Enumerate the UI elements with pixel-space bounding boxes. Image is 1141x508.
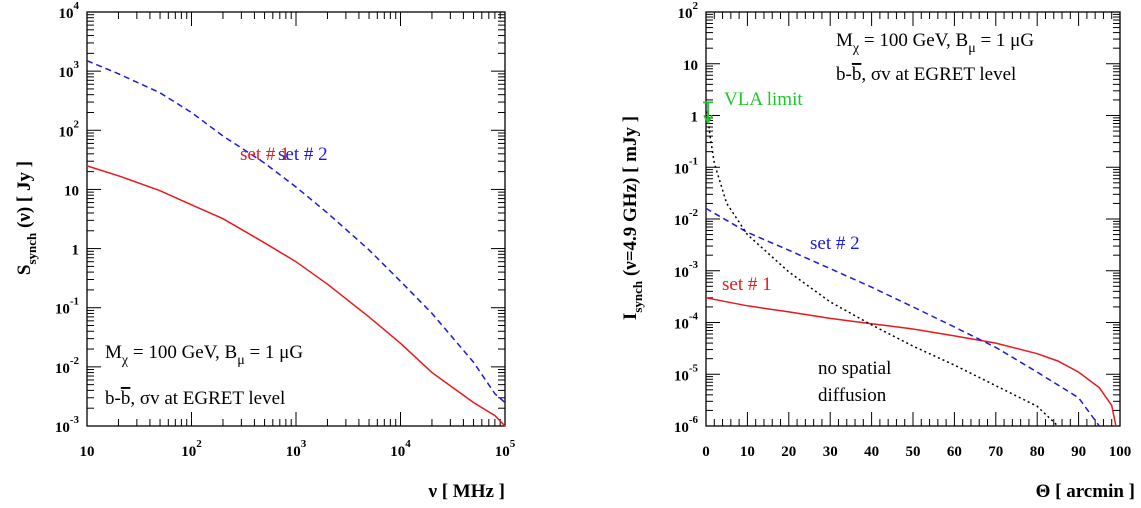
left-y-tick-label: 10-3 bbox=[55, 414, 80, 436]
left-chart-panel: 10 102 103 104 105 10-3 10-2 10-1 1 10 102 103 104 ν… bbox=[14, 0, 516, 502]
right-series-set1-line bbox=[705, 297, 1117, 427]
right-y-tick-label: 10-3 bbox=[674, 259, 699, 281]
left-x-tick-label: 10 bbox=[80, 444, 95, 460]
left-axis-ticks: 10 102 103 104 105 10-3 10-2 10-1 1 10 102 103 104 bbox=[55, 0, 516, 460]
right-chart-panel: 0 10 20 30 40 50 60 70 80 90 100 10-6 10-5 10-4 10-3 10… bbox=[620, 0, 1135, 502]
right-x-tick-label: 0 bbox=[702, 444, 710, 460]
left-y-tick-label: 102 bbox=[59, 118, 80, 140]
right-y-tick-label: 10-2 bbox=[674, 207, 699, 229]
right-y-tick-label: 10-5 bbox=[674, 362, 699, 384]
left-y-tick-label: 103 bbox=[59, 59, 80, 81]
left-y-tick-label: 1 bbox=[72, 243, 80, 259]
left-label-set2: set # 2 bbox=[278, 144, 328, 165]
right-annotation-channel: b-b, σv at EGRET level bbox=[836, 64, 1016, 85]
right-x-tick-label: 30 bbox=[823, 444, 838, 460]
right-x-tick-label: 50 bbox=[906, 444, 921, 460]
right-series-set2-line bbox=[705, 207, 1100, 427]
right-y-tick-label: 10-1 bbox=[674, 155, 698, 177]
right-x-tick-label: 40 bbox=[864, 444, 879, 460]
left-x-tick-label: 103 bbox=[286, 438, 307, 460]
right-y-tick-label: 10 bbox=[683, 58, 698, 74]
right-x-tick-label: 100 bbox=[1109, 444, 1132, 460]
right-y-tick-label: 10-6 bbox=[674, 414, 699, 436]
right-label-set2: set # 2 bbox=[810, 233, 860, 254]
right-label-set1: set # 1 bbox=[722, 274, 772, 295]
left-label-set1: set # 1 bbox=[240, 144, 290, 165]
left-series-set1-line bbox=[86, 165, 506, 427]
right-annotation-mass: Mχ = 100 GeV, Bμ = 1 μG bbox=[836, 30, 1034, 56]
right-x-tick-label: 10 bbox=[740, 444, 755, 460]
right-annotation-nodiff-1: no spatial bbox=[818, 358, 891, 379]
left-y-tick-label: 10 bbox=[64, 183, 79, 199]
right-x-tick-label: 20 bbox=[781, 444, 796, 460]
right-x-tick-label: 90 bbox=[1071, 444, 1086, 460]
right-x-tick-label: 60 bbox=[947, 444, 962, 460]
left-series-set2-line bbox=[86, 60, 506, 404]
right-x-tick-label: 70 bbox=[988, 444, 1003, 460]
right-y-axis-label: Isynch (ν=4.9 GHz) [ mJy ] bbox=[620, 116, 645, 320]
left-y-tick-label: 104 bbox=[59, 0, 80, 22]
left-y-tick-label: 10-2 bbox=[55, 355, 80, 377]
vla-limit-marker bbox=[703, 101, 714, 125]
right-x-axis-label: Θ [ arcmin ] bbox=[1036, 481, 1135, 502]
vla-limit-arrowhead bbox=[703, 114, 713, 125]
vla-limit-label: VLA limit bbox=[724, 89, 803, 110]
left-y-tick-label: 10-1 bbox=[55, 296, 79, 318]
left-annotation-mass: Mχ = 100 GeV, Bμ = 1 μG bbox=[105, 342, 303, 368]
left-annotation-channel: b-b, σv at EGRET level bbox=[105, 388, 285, 409]
right-axis-ticks: 0 10 20 30 40 50 60 70 80 90 100 10-6 10-5 10-4 10-3 10… bbox=[674, 0, 1131, 460]
right-series-group bbox=[705, 111, 1117, 427]
left-plot-frame bbox=[86, 11, 506, 427]
right-y-tick-label: 102 bbox=[678, 0, 699, 22]
right-x-tick-label: 80 bbox=[1030, 444, 1045, 460]
right-annotation-nodiff-2: diffusion bbox=[818, 385, 887, 406]
left-x-axis-label: ν [ MHz ] bbox=[427, 481, 505, 502]
left-series-group bbox=[86, 60, 506, 427]
right-y-tick-label: 10-4 bbox=[674, 311, 699, 333]
left-x-tick-label: 102 bbox=[181, 438, 202, 460]
right-y-tick-label: 1 bbox=[691, 110, 699, 126]
left-y-axis-label: Ssynch (ν) [ Jy ] bbox=[14, 161, 39, 275]
left-x-tick-label: 104 bbox=[390, 438, 411, 460]
left-x-tick-label: 105 bbox=[495, 438, 516, 460]
